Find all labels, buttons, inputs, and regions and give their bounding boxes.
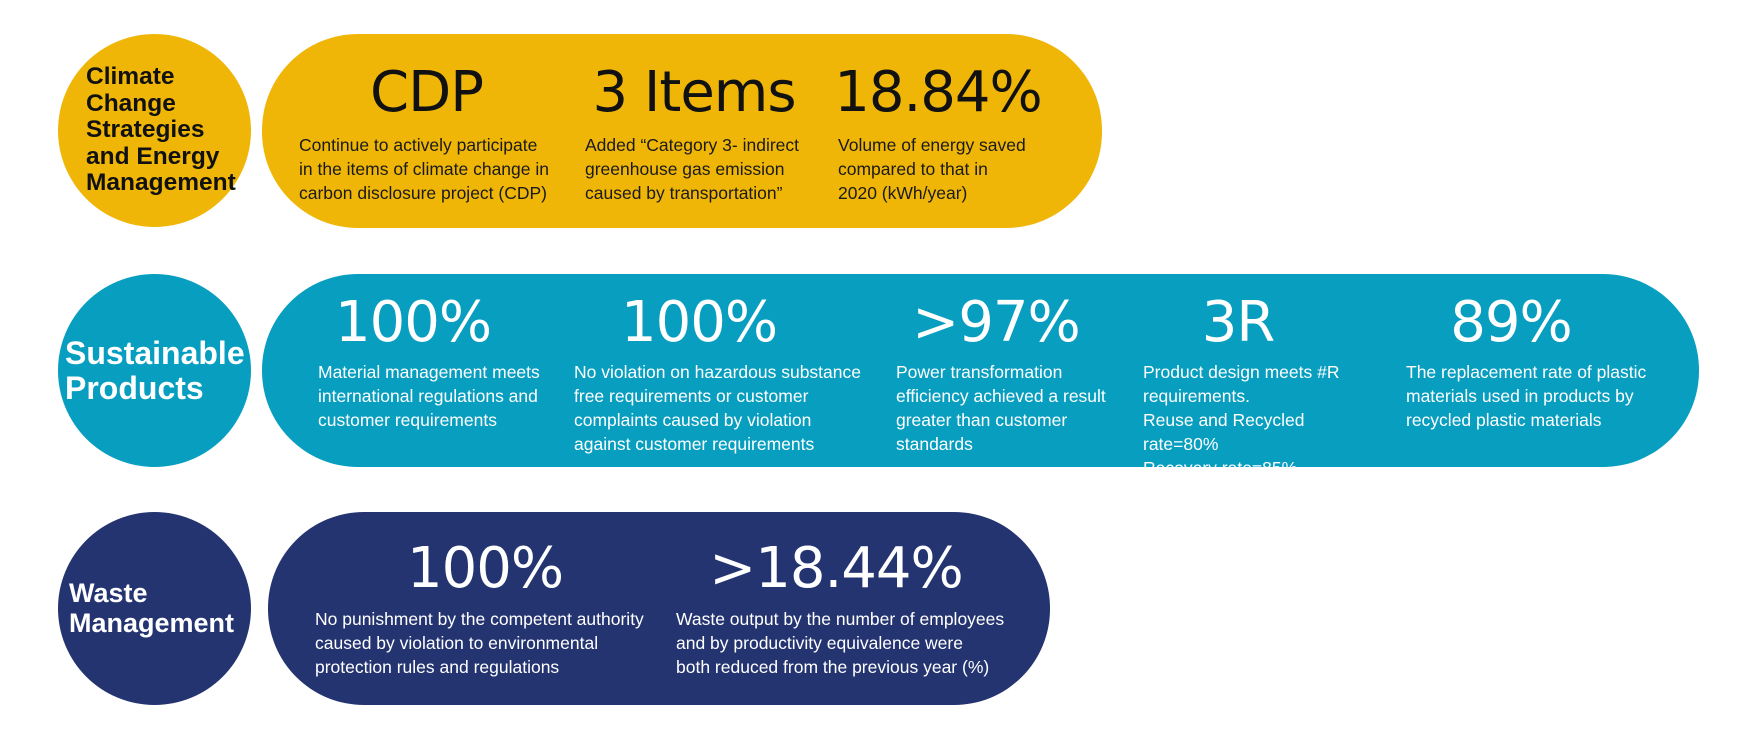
metric-description: Volume of energy saved compared to that … [838,135,1026,203]
metric-value: 89% [1450,290,1572,355]
waste-section-title: Waste Management [69,578,235,638]
metric-value: >18.44% [709,536,963,601]
metric-value: 3R [1201,290,1276,355]
waste-title-circle: Waste Management [58,512,251,705]
sustainable-metrics-panel: 100% Material management meets internati… [262,274,1699,478]
waste-metrics-panel: 100% No punishment by the competent auth… [268,512,1050,705]
metric-description: No punishment by the competent authority… [315,609,644,677]
waste-section: Waste Management 100% No punishment by t… [0,512,1740,705]
metric-value: CDP [370,60,484,125]
metric-value: 100% [620,290,778,355]
metric-value: 100% [334,290,492,355]
climate-section: Climate Change Strategies and Energy Man… [0,34,1740,228]
metric-value: >97% [912,290,1080,355]
metric-description: No violation on hazardous substance free… [574,362,861,454]
climate-section-title: Climate Change Strategies and Energy Man… [86,63,236,197]
metric-description: Continue to actively participate in the … [299,135,549,203]
sustainable-section-title: Sustainable Products [65,334,245,406]
metric-description: Product design meets #R requirements. Re… [1143,362,1340,478]
metric-value: 3 Items [592,60,796,125]
metric-description: Added “Category 3- indirect greenhouse g… [585,135,799,203]
sustainable-title-circle: Sustainable Products [58,274,251,467]
climate-title-circle: Climate Change Strategies and Energy Man… [58,34,251,227]
metric-value: 18.84% [834,60,1043,125]
sustainable-section: Sustainable Products 100% Material manag… [0,274,1740,478]
metric-description: Power transformation efficiency achieved… [896,362,1106,454]
climate-metrics-panel: CDP Continue to actively participate in … [262,34,1102,228]
metric-description: Material management meets international … [318,362,540,430]
metric-value: 100% [406,536,564,601]
metric-description: Waste output by the number of employees … [676,609,1005,677]
metric-description: The replacement rate of plastic material… [1406,362,1647,430]
